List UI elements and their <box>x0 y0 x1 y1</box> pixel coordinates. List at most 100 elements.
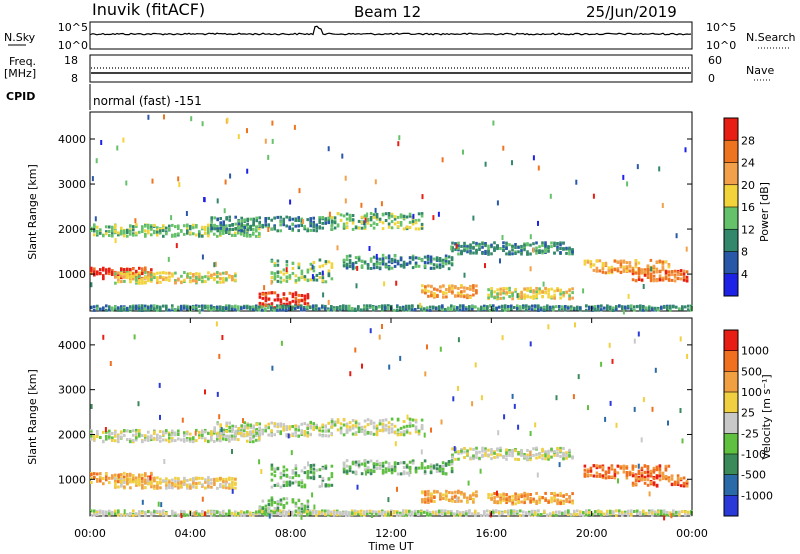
velocity-cell <box>399 461 403 465</box>
velocity-cell <box>219 511 222 515</box>
power-cell <box>150 279 153 283</box>
velocity-cell <box>444 463 448 467</box>
velocity-cell <box>120 479 123 483</box>
power-cell <box>147 114 150 120</box>
power-cell <box>558 305 561 308</box>
power-cell <box>90 266 93 270</box>
velocity-cell <box>324 484 328 488</box>
velocity-cell <box>622 470 626 474</box>
velocity-cell <box>634 482 638 486</box>
power-cell <box>460 284 463 287</box>
power-cell <box>285 302 289 306</box>
power-cell <box>421 290 424 294</box>
power-cell <box>330 220 334 224</box>
power-cell <box>684 305 687 309</box>
velocity-cell <box>135 482 138 485</box>
power-cell <box>420 212 424 216</box>
power-cell <box>555 305 558 309</box>
power-cell <box>502 248 505 252</box>
power-cell <box>207 271 210 275</box>
velocity-cell <box>114 434 117 438</box>
power-cell <box>303 306 306 309</box>
power-cell <box>492 304 495 308</box>
nsearch-tick-bottom: 10^0 <box>706 39 736 52</box>
power-cell <box>171 272 174 276</box>
power-cell <box>661 203 664 208</box>
power-cell <box>228 307 231 311</box>
power-cell <box>201 234 204 238</box>
power-cell <box>327 269 331 273</box>
power-cell <box>475 284 478 288</box>
velocity-cell <box>276 502 280 505</box>
power-cell <box>457 291 460 295</box>
velocity-cell <box>225 486 228 490</box>
power-cell <box>526 295 529 299</box>
power-cell <box>475 251 478 255</box>
velocity-cell <box>601 465 605 469</box>
velocity-cell <box>559 446 562 450</box>
velocity-cell <box>423 472 427 476</box>
velocity-cell <box>279 422 282 426</box>
power-cell <box>427 284 430 288</box>
power-cell <box>360 264 364 268</box>
power-cell <box>163 114 165 120</box>
power-cell <box>649 277 653 281</box>
power-cell <box>162 226 165 230</box>
velocity-cell <box>177 513 180 517</box>
power-cell <box>462 305 465 309</box>
velocity-cell <box>354 460 358 464</box>
velocity-cell <box>306 499 310 503</box>
power-cell <box>249 234 252 238</box>
nave-tick-top: 60 <box>708 54 722 67</box>
velocity-cell <box>201 509 204 513</box>
power-cell <box>126 274 129 278</box>
velocity-cell <box>408 423 412 427</box>
power-cell <box>679 272 683 276</box>
power-cell <box>567 306 570 310</box>
velocity-cell <box>264 510 267 514</box>
power-cell <box>303 302 307 306</box>
power-cell <box>607 271 611 275</box>
power-cell <box>291 271 295 275</box>
power-cell <box>324 305 327 309</box>
power-cell <box>414 227 418 231</box>
power-cell <box>138 271 141 275</box>
velocity-cell <box>333 423 337 427</box>
power-cell <box>147 273 150 277</box>
velocity-cell <box>652 466 656 470</box>
power-cell <box>271 120 274 126</box>
power-cell <box>532 242 535 246</box>
power-cell <box>507 305 510 308</box>
velocity-cell <box>586 468 590 472</box>
velocity-cell <box>216 434 219 438</box>
velocity-cell <box>387 462 391 466</box>
velocity-cell <box>595 471 599 475</box>
power-cell <box>537 220 539 226</box>
power-cell <box>321 221 324 225</box>
velocity-cell <box>213 513 216 517</box>
power-cell <box>565 251 568 255</box>
velocity-cell <box>421 490 424 494</box>
velocity-cell <box>177 481 180 485</box>
power-cell <box>267 227 270 232</box>
power-cell <box>150 273 153 277</box>
velocity-cell <box>547 449 550 453</box>
velocity-cell <box>129 438 132 442</box>
velocity-cell <box>646 483 650 487</box>
velocity-cell <box>258 437 261 441</box>
velocity-cell <box>318 474 322 478</box>
power-cell <box>372 308 375 312</box>
velocity-cell <box>598 474 602 478</box>
power-cell <box>439 289 442 293</box>
power-cell <box>318 216 321 220</box>
power-cell <box>258 216 261 220</box>
velocity-cell <box>111 432 114 435</box>
power-cell <box>291 261 295 265</box>
velocity-cell <box>679 484 683 488</box>
velocity-cell <box>342 433 346 437</box>
velocity-cell <box>402 430 406 434</box>
power-cell <box>606 304 609 308</box>
power-cell <box>423 307 426 311</box>
power-cell <box>294 293 298 297</box>
power-cell <box>420 259 424 262</box>
